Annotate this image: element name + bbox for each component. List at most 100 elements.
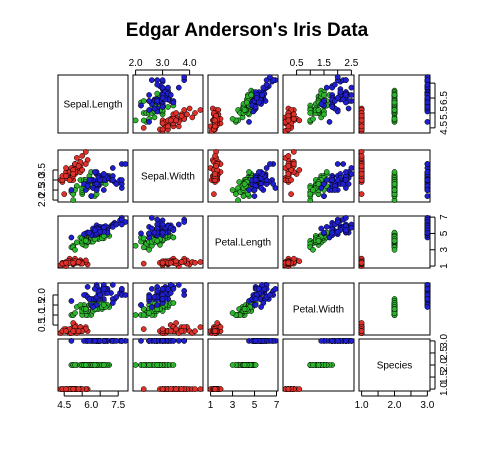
data-point [118,177,125,183]
data-point [100,302,107,308]
panel-3-5 [358,215,431,269]
tick-label: 1 [208,400,214,411]
data-point [348,338,355,344]
data-point [329,104,336,110]
data-point [214,320,221,326]
data-point [343,185,349,191]
data-point [140,362,147,368]
data-point [170,338,177,344]
tick-label: 6.5 [439,91,450,105]
data-point [323,169,330,175]
data-point [321,181,327,187]
data-point [70,386,77,392]
data-point [241,181,248,187]
data-point [170,286,177,292]
data-point [154,98,161,104]
data-point [175,338,182,344]
data-point [91,362,98,368]
data-point [146,246,152,253]
data-point [109,282,116,288]
data-point [241,306,248,312]
panel-2-3 [207,149,279,203]
data-point [91,227,98,234]
data-point [229,187,236,193]
data-point [323,177,330,183]
data-point [100,187,107,193]
data-point [348,84,355,91]
data-point [70,197,77,203]
data-point [329,229,336,236]
data-point [285,163,292,169]
data-point [315,181,322,187]
panel-3-1 [57,215,129,269]
data-point [159,221,166,228]
data-point [288,177,294,183]
data-point [263,165,270,171]
data-point [251,193,258,199]
data-point [167,386,174,392]
data-point [75,386,82,392]
data-point [132,312,139,318]
panel-4-2 [132,282,204,336]
data-point [148,225,155,232]
data-point [391,181,398,187]
data-point [340,181,347,187]
data-point [272,286,279,292]
data-point [140,386,147,392]
data-point [192,386,198,392]
data-point [154,362,161,368]
data-point [424,193,431,199]
panel-3-4 [282,215,355,269]
data-point [70,259,77,266]
tick-label: 3 [439,247,450,253]
data-point [285,153,292,159]
data-point [148,77,155,83]
data-point [66,177,73,183]
data-point [256,286,262,292]
tick-label: 1.5 [439,370,450,384]
data-point [146,310,152,316]
data-point [197,386,204,392]
data-point [72,362,78,368]
panel-5-4 [282,338,355,392]
tick-label: 4.0 [183,58,197,69]
data-point [246,119,252,125]
tick-label: 2.0 [439,358,450,372]
data-point [118,221,125,228]
data-point [424,286,431,292]
data-point [391,107,398,113]
data-point [391,237,398,244]
data-point [235,197,241,203]
data-point [310,362,316,368]
data-point [148,215,155,221]
data-point [167,117,174,124]
data-point [82,149,89,155]
data-point [97,177,104,183]
data-point [151,229,158,236]
data-point [323,84,330,91]
data-point [323,224,330,230]
tick-label: 3 [230,400,236,411]
panel-4-4 [282,282,355,336]
variable-label: Petal.Length [215,238,271,249]
data-point [159,259,166,266]
panel-2-1 [57,149,129,203]
data-point [424,119,431,125]
data-point [246,187,252,193]
tick-label: 3.0 [156,58,170,69]
tick-label: 1.0 [37,308,48,322]
data-point [146,362,152,368]
data-point [146,98,152,104]
data-point [267,161,273,167]
data-point [391,99,398,106]
data-point [63,259,69,266]
data-point [358,328,365,334]
data-point [288,167,294,173]
data-point [159,77,166,83]
data-point [334,74,341,80]
data-point [358,117,365,124]
data-point [285,386,292,392]
data-point [154,302,161,308]
data-point [345,105,352,112]
data-point [181,107,188,113]
